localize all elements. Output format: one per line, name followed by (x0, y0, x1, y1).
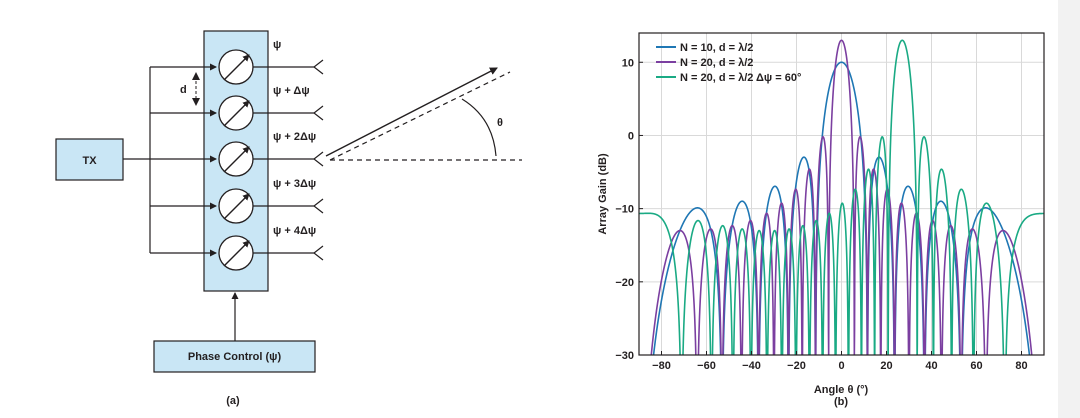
phase-control-block (153, 340, 316, 373)
antenna-element (313, 151, 324, 167)
theta-label: θ (497, 117, 503, 129)
beam-dashed-line (329, 71, 511, 161)
y-tick-label: 10 (622, 57, 634, 69)
page-margin-strip (1058, 0, 1080, 418)
phase-label: ψ + 3Δψ (273, 178, 316, 190)
phased-array-diagram: TX ψ ψ + Δψ ψ + 2Δψ ψ + 3Δψ ψ + 4Δψ d Phase … (55, 30, 522, 407)
x-tick-label: −40 (742, 360, 761, 372)
y-axis-label: Array Gain (dB) (597, 153, 609, 235)
series-line-2 (650, 39, 1033, 355)
series-line-3 (639, 39, 1044, 355)
phase-shifter (218, 188, 254, 224)
antenna-element (313, 105, 324, 121)
legend-entry: N = 20, d = λ/2 (680, 57, 753, 69)
tx-label: TX (82, 155, 97, 167)
x-tick-label: 20 (880, 360, 892, 372)
beam-arrow (325, 67, 498, 157)
antenna-element (313, 59, 324, 75)
x-axis-label: Angle θ (°) (814, 384, 869, 396)
x-tick-label: 40 (925, 360, 937, 372)
y-tick-label: −20 (615, 277, 634, 289)
y-tick-label: −10 (615, 204, 634, 216)
x-tick-label: −60 (697, 360, 716, 372)
x-tick-label: 80 (1015, 360, 1027, 372)
phase-label: ψ (273, 39, 281, 51)
x-tick-label: −20 (787, 360, 806, 372)
series-line-1 (652, 61, 1031, 355)
chart-caption: (b) (834, 396, 848, 408)
variable-arrow (223, 240, 250, 267)
x-tick-label: 60 (970, 360, 982, 372)
y-tick-label: 0 (628, 130, 634, 142)
phase-label: ψ + 4Δψ (273, 225, 316, 237)
phase-shifter (218, 141, 254, 177)
x-tick-label: 0 (838, 360, 844, 372)
variable-arrow (223, 146, 250, 173)
theta-arc (461, 98, 497, 157)
spacing-label: d (180, 84, 187, 96)
variable-arrow (223, 54, 250, 81)
phase-label: ψ + 2Δψ (273, 131, 316, 143)
antenna-element (313, 198, 324, 214)
x-tick-label: −80 (652, 360, 671, 372)
phase-control-label: Phase Control (ψ) (188, 351, 282, 363)
phase-label: ψ + Δψ (273, 85, 310, 97)
phase-shifter (218, 235, 254, 271)
diagram-caption: (a) (226, 395, 240, 407)
phase-shifter (218, 49, 254, 85)
phase-shifter (218, 95, 254, 131)
y-tick-label: −30 (615, 350, 634, 362)
antenna-element (313, 245, 324, 261)
variable-arrow (223, 193, 250, 220)
legend-entry: N = 20, d = λ/2 Δψ = 60° (680, 72, 801, 84)
legend-entry: N = 10, d = λ/2 (680, 42, 753, 54)
variable-arrow (223, 100, 250, 127)
